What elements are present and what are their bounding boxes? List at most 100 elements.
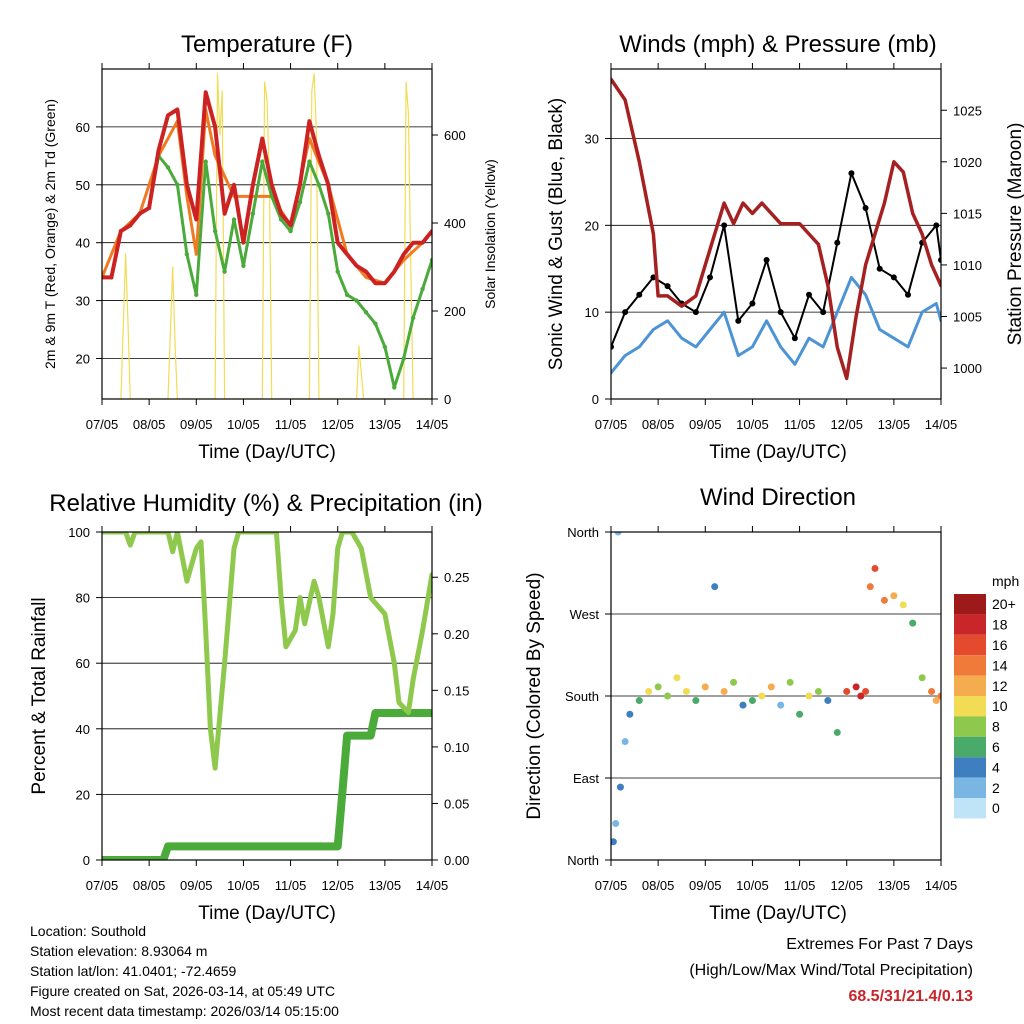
legend-label: 10 <box>992 698 1008 714</box>
station-location: Location: Southold <box>30 923 146 939</box>
wind-direction-point <box>611 838 617 846</box>
temperature-y2-tick-label: 600 <box>444 128 466 143</box>
legend-title: mph <box>992 573 1019 589</box>
wind-direction-point <box>777 701 785 709</box>
legend-swatch <box>954 716 986 737</box>
wind-direction-point <box>616 783 624 791</box>
humidity-y-tick-label: 80 <box>76 591 90 606</box>
winds-x-tick-label: 11/05 <box>784 417 816 432</box>
wind-direction-point <box>796 710 804 718</box>
temperature-series-2m-td-point <box>203 159 208 164</box>
wind-direction-point <box>720 687 728 695</box>
wind-direction-point <box>937 692 941 700</box>
legend-swatch <box>954 777 986 798</box>
wind-direction-x-tick-label: 09/05 <box>689 878 722 893</box>
winds-y2-tick-label: 1015 <box>953 206 982 221</box>
temperature-y-tick-label: 20 <box>76 351 90 366</box>
legend-swatch <box>954 736 986 758</box>
temperature-x-tick-label: 11/05 <box>275 417 307 432</box>
wind-direction-point <box>862 687 870 695</box>
humidity-x-tick-label: 10/05 <box>227 878 260 893</box>
figure-created-time: Figure created on Sat, 2026-03-14, at 05… <box>30 983 336 999</box>
legend-label: 18 <box>992 617 1008 633</box>
humidity-title: Relative Humidity (%) & Precipitation (i… <box>49 490 482 517</box>
temperature-title: Temperature (F) <box>181 31 353 58</box>
temperature-series-2m-td-point <box>354 298 359 303</box>
wind-direction-point <box>890 592 898 600</box>
legend-label: 8 <box>992 719 1000 735</box>
temperature-y-tick-label: 50 <box>76 178 90 193</box>
winds-series-gust-point <box>876 265 883 272</box>
humidity-x-axis-label: Time (Day/UTC) <box>198 903 336 924</box>
wind-direction-point <box>880 596 888 604</box>
winds-y2-tick-label: 1000 <box>953 361 982 376</box>
humidity-x-tick-label: 12/05 <box>321 878 354 893</box>
temperature-y2-tick-label: 400 <box>444 216 466 231</box>
wind-direction-y-axis-label: Direction (Colored By Speed) <box>524 572 545 819</box>
temperature-series-2m-td-point <box>165 165 171 170</box>
legend-swatch <box>954 634 986 656</box>
humidity-x-tick-label: 09/05 <box>180 878 213 893</box>
humidity-plot-frame <box>101 531 433 861</box>
winds-series-gust-point <box>777 309 784 316</box>
winds-y-tick-label: 0 <box>592 392 599 407</box>
temperature-series-2m-td-point <box>382 344 388 350</box>
wind-direction-point <box>852 683 860 691</box>
wind-direction-point <box>626 710 634 718</box>
temperature-series-solar-insolation <box>102 72 432 399</box>
temperature-series-2m-td-point <box>363 309 369 315</box>
wind-direction-point <box>635 697 643 705</box>
wind-direction-plot-frame <box>610 531 942 861</box>
wind-direction-point <box>918 674 926 682</box>
humidity-x-tick-label: 08/05 <box>133 878 166 893</box>
station-elevation: Station elevation: 8.93064 m <box>30 943 208 959</box>
temperature-series-2m-td-point <box>260 159 265 164</box>
winds-series-gust-point <box>622 309 629 316</box>
winds-series-gust-point <box>611 343 614 350</box>
temperature-series-2m-td-point <box>241 263 246 269</box>
temperature-y-axis-label: 2m & 9m T (Red, Orange) & 2m Td (Green) <box>42 99 58 369</box>
temperature-series-2m-td-point <box>288 228 293 234</box>
humidity-x-tick-label: 14/05 <box>416 878 449 893</box>
winds-series-gust-point <box>806 291 812 298</box>
temperature-x-tick-label: 13/05 <box>369 417 402 432</box>
humidity-y2-tick-label: 0.15 <box>444 683 469 698</box>
wind-direction-point <box>612 820 620 828</box>
humidity-data-group <box>102 532 432 860</box>
winds-y2-tick-label: 1025 <box>953 103 982 118</box>
extremes-values: 68.5/31/21.4/0.13 <box>848 988 973 1005</box>
legend-label: 0 <box>992 800 1000 816</box>
winds-x-tick-label: 08/05 <box>642 417 675 432</box>
wind-direction-point <box>824 697 832 705</box>
humidity-y-tick-label: 60 <box>76 656 90 671</box>
legend-swatch <box>954 655 986 676</box>
humidity-y-tick-label: 0 <box>83 853 90 868</box>
wind-direction-point <box>645 687 653 695</box>
humidity-y2-tick-label: 0.25 <box>444 570 469 585</box>
winds-series-gust-point <box>848 170 855 177</box>
legend-swatch <box>954 614 986 635</box>
wind-direction-point <box>857 692 865 700</box>
winds-plot-frame <box>610 68 942 400</box>
temperature-series-2m-td-point <box>269 194 274 199</box>
wind-direction-y-tick-label: West <box>570 607 600 622</box>
wind-direction-point <box>814 687 822 695</box>
legend-swatch <box>954 594 986 615</box>
temperature-series-2m-td-point <box>194 292 199 297</box>
winds-x-tick-label: 14/05 <box>925 417 958 432</box>
temperature-y-tick-label: 60 <box>76 120 90 135</box>
temperature-series-2m-td-point <box>344 292 350 297</box>
temperature-plot-frame <box>101 68 433 400</box>
winds-y-tick-label: 20 <box>585 218 599 233</box>
winds-y2-tick-label: 1020 <box>953 155 982 170</box>
winds-x-tick-label: 07/05 <box>595 417 628 432</box>
temperature-y2-tick-label: 200 <box>444 304 466 319</box>
temperature-series-2m-td-point <box>231 217 237 222</box>
humidity-y2-tick-label: 0.20 <box>444 627 469 642</box>
winds-x-tick-label: 09/05 <box>689 417 722 432</box>
legend-swatch <box>954 798 986 819</box>
wind-direction-x-tick-label: 08/05 <box>642 878 675 893</box>
humidity-y2-tick-label: 0.00 <box>444 853 469 868</box>
temperature-series-2m-td-point <box>297 199 303 205</box>
